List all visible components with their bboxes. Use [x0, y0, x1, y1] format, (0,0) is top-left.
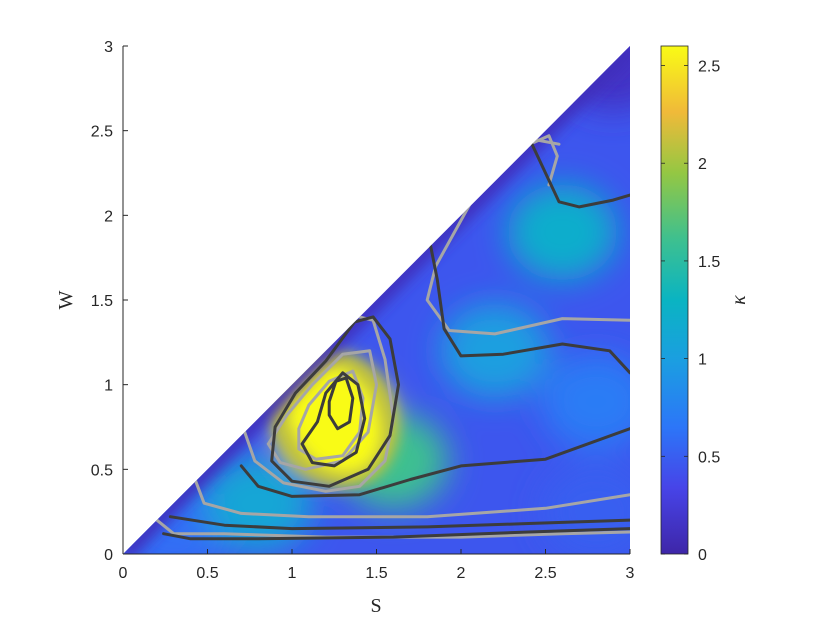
x-tick-label: 3: [626, 565, 635, 582]
colorbar-tick-label: 0.5: [698, 449, 720, 466]
contour-dark-1: [168, 515, 630, 531]
heatmap-field: [123, 46, 630, 554]
contour-dark-2: [239, 427, 630, 498]
contour-dark-7: [530, 142, 630, 209]
colorbar: 0 0.5 1 1.5 2 2.5 κ: [660, 45, 750, 564]
contour-dark-3: [270, 315, 400, 488]
colorbar-tick-label: 1.5: [698, 254, 720, 271]
heatmap-sample-6: [541, 353, 630, 450]
heatmap-diagonal-edge: [123, 46, 630, 554]
contour-light-3: [266, 349, 378, 471]
colorbar-gradient: [660, 45, 689, 555]
x-tick-label: 1: [288, 565, 297, 582]
y-tick-label: 0: [104, 547, 113, 564]
y-tick-label: 3: [104, 39, 113, 56]
plot-area: [122, 45, 631, 555]
contour-dark-6: [429, 244, 630, 375]
x-tick-labels: 0 0.5 1 1.5 2 2.5 3: [119, 565, 635, 582]
axes: [122, 45, 631, 555]
x-tick-label: 2.5: [534, 565, 556, 582]
x-tick-label: 2: [457, 565, 466, 582]
y-tick-label: 1: [104, 378, 113, 395]
contour-dark-0: [162, 527, 630, 541]
colorbar-tick-label: 2: [698, 156, 707, 173]
y-tick-label: 1.5: [91, 293, 113, 310]
y-tick-label: 0.5: [91, 462, 113, 479]
contour-lines: [155, 134, 630, 541]
heatmap-sample-5: [507, 184, 618, 281]
colorbar-label: κ: [728, 295, 750, 305]
y-tick-labels: 0 0.5 1 1.5 2 2.5 3: [91, 39, 113, 564]
contour-light-1: [194, 479, 630, 519]
x-tick-label: 0: [119, 565, 128, 582]
y-axis-label: W: [55, 290, 77, 309]
contour-light-6: [532, 134, 559, 187]
x-axis-label: S: [370, 595, 381, 617]
colorbar-tick-label: 1: [698, 352, 707, 369]
x-tick-label: 1.5: [365, 565, 387, 582]
y-tick-label: 2.5: [91, 124, 113, 141]
y-tick-label: 2: [104, 208, 113, 225]
contour-light-2: [243, 315, 395, 493]
heatmap-sample-8: [558, 46, 630, 111]
heatmap-sample-7: [541, 463, 630, 554]
x-tick-label: 0.5: [196, 565, 218, 582]
colorbar-tick-label: 0: [698, 547, 707, 564]
colorbar-tick-label: 2.5: [698, 59, 720, 76]
colorbar-tick-labels: 0 0.5 1 1.5 2 2.5: [661, 59, 720, 564]
contour-dark-5: [327, 376, 355, 431]
